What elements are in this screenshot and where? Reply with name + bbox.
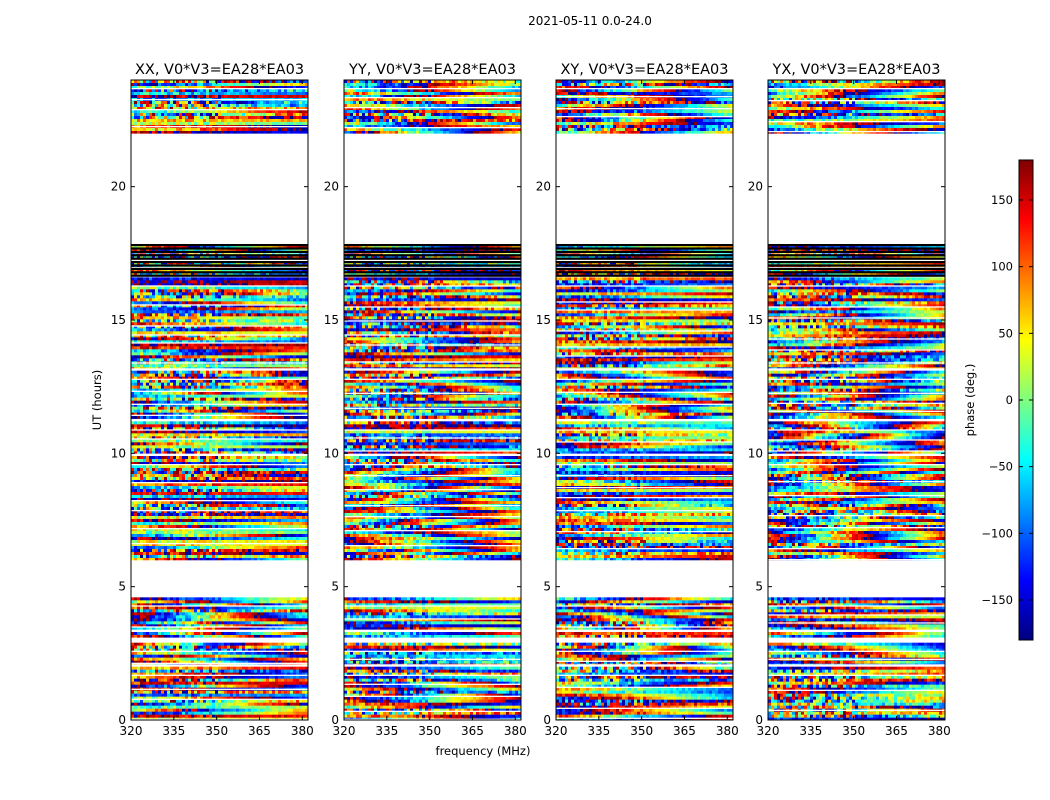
panel-title: XY, V0*V3=EA28*EA03 — [560, 62, 728, 78]
y-tick-label: 20 — [536, 180, 551, 194]
colorbar-label: phase (deg.) — [963, 364, 977, 437]
x-tick-label: 335 — [375, 724, 398, 738]
x-tick-label: 380 — [928, 724, 951, 738]
x-tick-label: 335 — [799, 724, 822, 738]
y-tick-label: 10 — [324, 446, 339, 460]
colorbar: 150 100 50 0 −50 −100 −150 — [981, 160, 1033, 640]
panel-title: XX, V0*V3=EA28*EA03 — [135, 62, 304, 78]
y-tick-label: 15 — [111, 313, 126, 327]
x-tick-label: 350 — [205, 724, 228, 738]
colorbar-tick-label: −150 — [981, 593, 1013, 607]
x-tick-label: 365 — [673, 724, 696, 738]
x-tick-label: 380 — [504, 724, 527, 738]
panel-title: YX, V0*V3=EA28*EA03 — [771, 62, 940, 78]
y-tick-label: 5 — [118, 580, 126, 594]
figure-canvas: XX, V0*V3=EA28*EA03320 335 350 365 380051015… — [0, 0, 1050, 800]
y-tick-label: 15 — [324, 313, 339, 327]
panel-title: YY, V0*V3=EA28*EA03 — [348, 62, 516, 78]
y-tick-label: 5 — [331, 580, 339, 594]
x-axis-label: frequency (MHz) — [436, 744, 531, 758]
y-tick-label: 0 — [543, 713, 551, 727]
x-tick-label: 380 — [716, 724, 739, 738]
colorbar-tick-label: 150 — [991, 193, 1013, 207]
y-tick-label: 0 — [331, 713, 339, 727]
x-tick-label: 335 — [162, 724, 185, 738]
y-tick-label: 5 — [543, 580, 551, 594]
x-tick-label: 380 — [291, 724, 314, 738]
y-tick-label: 0 — [118, 713, 126, 727]
colorbar-tick-label: −100 — [981, 526, 1013, 540]
y-tick-label: 20 — [324, 180, 339, 194]
y-tick-label: 15 — [536, 313, 551, 327]
y-tick-label: 5 — [755, 580, 763, 594]
y-tick-label: 10 — [111, 446, 126, 460]
y-tick-label: 15 — [748, 313, 763, 327]
x-tick-label: 350 — [842, 724, 865, 738]
y-tick-label: 20 — [748, 180, 763, 194]
colorbar-tick-label: 50 — [998, 326, 1013, 340]
x-tick-label: 365 — [248, 724, 271, 738]
y-axis-label: UT (hours) — [90, 370, 104, 430]
y-tick-label: 10 — [748, 446, 763, 460]
colorbar-tick-label: −50 — [989, 460, 1013, 474]
y-tick-label: 10 — [536, 446, 551, 460]
x-tick-label: 350 — [418, 724, 441, 738]
x-tick-label: 365 — [461, 724, 484, 738]
x-tick-label: 350 — [630, 724, 653, 738]
x-tick-label: 335 — [587, 724, 610, 738]
y-tick-label: 0 — [755, 713, 763, 727]
colorbar-tick-label: 100 — [991, 260, 1013, 274]
x-tick-label: 365 — [885, 724, 908, 738]
colorbar-tick-label: 0 — [1006, 393, 1013, 407]
y-tick-label: 20 — [111, 180, 126, 194]
